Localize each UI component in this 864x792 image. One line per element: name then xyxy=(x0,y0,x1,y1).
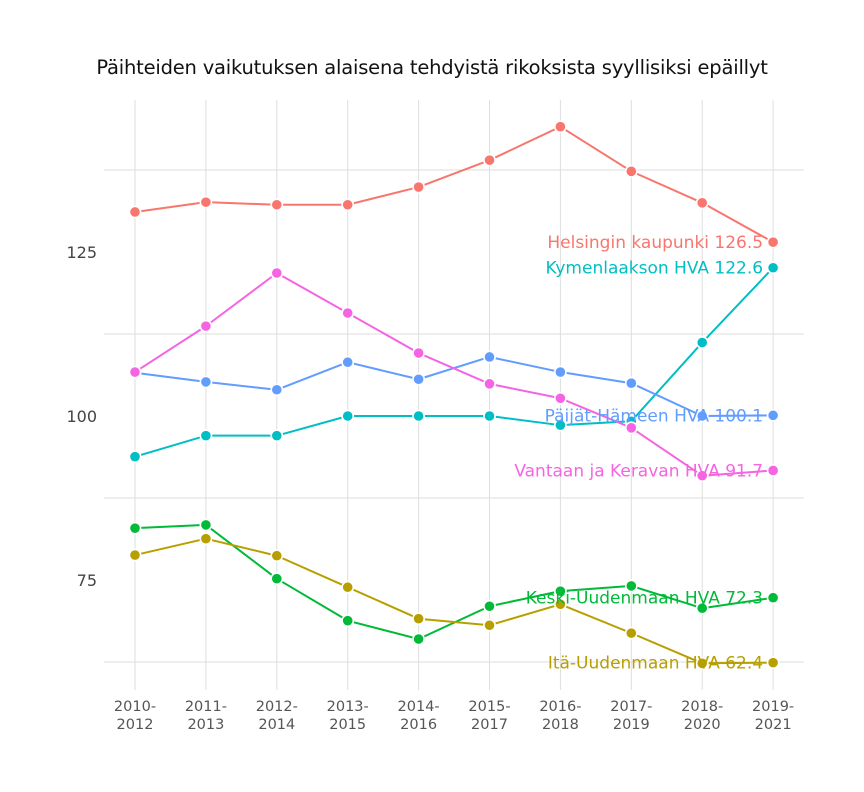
data-point[interactable] xyxy=(341,409,355,423)
x-tick-label: 2019-2021 xyxy=(752,699,794,733)
data-point[interactable] xyxy=(554,391,567,405)
data-point[interactable] xyxy=(624,579,638,593)
data-point[interactable] xyxy=(128,548,142,562)
series-line xyxy=(134,271,774,477)
data-point[interactable] xyxy=(766,235,780,249)
chart-title: Päihteiden vaikutuksen alaisena tehdyist… xyxy=(96,56,768,79)
series-end-label: Keski-Uudenmaan HVA 72.3 xyxy=(526,589,763,609)
x-tick-label: 2012-2014 xyxy=(256,699,298,733)
data-point[interactable] xyxy=(766,261,780,275)
data-point[interactable] xyxy=(412,632,425,646)
data-point[interactable] xyxy=(554,365,567,379)
series-helsingin-kaupunki xyxy=(128,120,780,249)
data-point[interactable] xyxy=(412,346,425,360)
data-point[interactable] xyxy=(766,464,780,477)
x-axis: 2010-2012 2011-2013 2012-2014 2013-2015 2014… xyxy=(114,699,794,733)
data-point[interactable] xyxy=(270,198,284,212)
data-point[interactable] xyxy=(341,614,355,628)
series-line xyxy=(134,125,774,244)
series-kymenlaakson-hva xyxy=(128,261,780,464)
data-point[interactable] xyxy=(199,375,213,389)
series-end-label: Vantaan ja Keravan HVA 91.7 xyxy=(514,461,763,481)
data-point[interactable] xyxy=(483,409,496,423)
data-point[interactable] xyxy=(341,198,355,212)
data-point[interactable] xyxy=(270,383,284,397)
data-point[interactable] xyxy=(695,656,709,670)
series-keski-uudenmaan-hva xyxy=(128,518,780,646)
data-point[interactable] xyxy=(624,164,638,178)
data-point[interactable] xyxy=(766,591,780,605)
series-itä-uudenmaan-hva xyxy=(128,532,780,670)
x-tick-label: 2018-2020 xyxy=(681,699,723,733)
end-labels: Helsingin kaupunki 126.5 Kymenlaakson HVA… xyxy=(514,233,763,673)
data-point[interactable] xyxy=(412,372,425,386)
data-point[interactable] xyxy=(412,409,425,423)
data-point[interactable] xyxy=(695,409,709,423)
data-point[interactable] xyxy=(199,429,213,443)
y-tick-label: 100 xyxy=(66,407,97,426)
data-point[interactable] xyxy=(695,336,709,349)
series-end-label: Kymenlaakson HVA 122.6 xyxy=(545,259,763,279)
series-vantaan-ja-keravan-hva xyxy=(128,266,780,483)
data-point[interactable] xyxy=(341,355,355,369)
data-point[interactable] xyxy=(341,306,355,320)
data-point[interactable] xyxy=(270,266,284,280)
data-point[interactable] xyxy=(554,418,567,432)
y-tick-label: 75 xyxy=(77,571,97,590)
data-point[interactable] xyxy=(554,120,567,134)
data-point[interactable] xyxy=(483,350,496,364)
data-point[interactable] xyxy=(695,601,709,615)
series-end-label: Päijät-Hämeen HVA 100.1 xyxy=(545,406,763,426)
series-end-label: Itä-Uudenmaan HVA 62.4 xyxy=(548,654,763,674)
y-axis: 75 100 125 xyxy=(66,243,97,590)
data-point[interactable] xyxy=(483,377,496,391)
x-tick-label: 2017-2019 xyxy=(610,699,652,733)
data-point[interactable] xyxy=(554,597,567,611)
data-point[interactable] xyxy=(128,365,142,379)
data-point[interactable] xyxy=(270,549,284,563)
data-point[interactable] xyxy=(412,180,425,194)
data-point[interactable] xyxy=(341,580,355,594)
data-point[interactable] xyxy=(199,319,213,333)
x-tick-label: 2010-2012 xyxy=(114,699,156,733)
data-point[interactable] xyxy=(270,572,284,586)
x-tick-label: 2014-2016 xyxy=(398,699,440,733)
x-tick-label: 2013-2015 xyxy=(327,699,369,733)
x-tick-label: 2015-2017 xyxy=(468,699,510,733)
data-point[interactable] xyxy=(483,153,496,167)
series-lines xyxy=(128,120,780,670)
data-point[interactable] xyxy=(624,626,638,640)
data-point[interactable] xyxy=(624,376,638,390)
data-point[interactable] xyxy=(766,656,780,670)
data-point[interactable] xyxy=(766,408,780,422)
data-point[interactable] xyxy=(128,450,142,464)
data-point[interactable] xyxy=(624,421,638,435)
data-point[interactable] xyxy=(128,205,142,219)
data-point[interactable] xyxy=(695,196,709,210)
data-point[interactable] xyxy=(483,618,496,632)
x-tick-label: 2016-2018 xyxy=(539,699,581,733)
series-end-label: Helsingin kaupunki 126.5 xyxy=(547,233,763,253)
data-point[interactable] xyxy=(412,612,425,626)
y-tick-label: 125 xyxy=(66,243,97,262)
series-line xyxy=(134,267,774,458)
data-point[interactable] xyxy=(128,521,142,535)
data-point[interactable] xyxy=(199,518,213,532)
data-point[interactable] xyxy=(199,532,213,546)
x-tick-label: 2011-2013 xyxy=(185,699,227,733)
series-line xyxy=(134,537,774,665)
data-point[interactable] xyxy=(199,195,213,209)
data-point[interactable] xyxy=(695,469,709,483)
data-point[interactable] xyxy=(554,584,567,598)
data-point[interactable] xyxy=(270,429,284,443)
data-point[interactable] xyxy=(483,599,496,613)
